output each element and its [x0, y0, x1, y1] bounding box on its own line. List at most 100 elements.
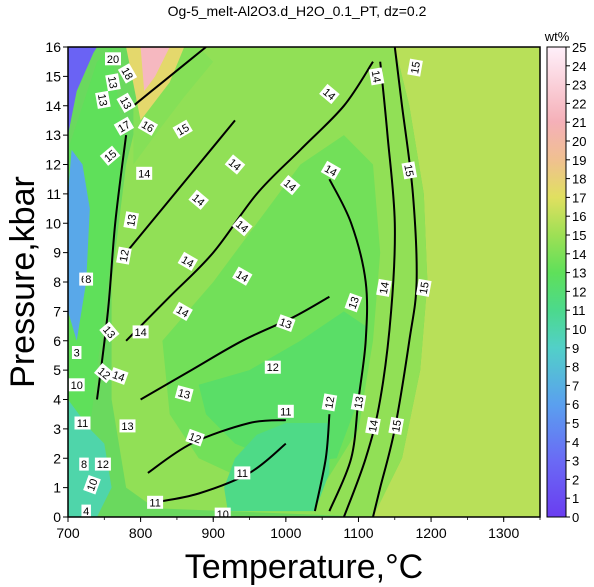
contour-label-41: 16 [137, 116, 159, 136]
y-tick-label: 8 [53, 274, 61, 290]
colorbar-tick-label: 4 [572, 435, 579, 450]
contour-label-text: 11 [280, 406, 291, 418]
x-axis-label: Temperature,°C [185, 548, 423, 586]
y-tick-label: 10 [45, 215, 61, 231]
colorbar-gradient [546, 46, 567, 518]
contour-line-8 [154, 442, 287, 504]
contour-label-box [174, 385, 194, 402]
contour-label-text: 13 [121, 421, 133, 433]
colorbar-tick-label: 9 [572, 341, 579, 356]
contour-label-box [117, 63, 138, 84]
contour-label-box [119, 419, 136, 433]
contour-label-34: 11 [277, 404, 294, 418]
contour-label-box [365, 416, 381, 435]
contour-label-text: 11 [237, 468, 248, 480]
contour-label-text: 13 [278, 316, 294, 331]
plot-area: 1515151515141414141414141414141414141414… [68, 47, 540, 517]
contour-label-text: 14 [322, 163, 339, 180]
contour-label-48: 3 [71, 346, 82, 360]
colorbar-tick-label: 18 [572, 172, 586, 187]
colorbar-unit: wt% [544, 29, 570, 44]
contour-label-33: 12 [94, 457, 111, 471]
contour-label-text: 17 [116, 119, 133, 136]
x-tick-label: 1100 [343, 525, 373, 541]
contour-label-text: 14 [179, 254, 196, 271]
contour-label-box [74, 416, 91, 430]
colorbar-tick-label: 17 [572, 190, 586, 205]
contour-label-box [407, 58, 423, 77]
contour-label-23: 13 [174, 385, 194, 402]
contour-label-22: 13 [276, 314, 296, 332]
contour-label-50: 8 [79, 457, 89, 471]
contour-label-text: 15 [390, 419, 404, 433]
contour-label-box [344, 292, 363, 313]
contour-label-box [350, 393, 367, 412]
contour-label-text: 11 [77, 418, 88, 430]
y-tick-label: 0 [53, 509, 61, 525]
y-tick-label: 14 [45, 98, 61, 114]
colorbar-tick-label: 1 [572, 491, 579, 506]
contour-label-box [388, 416, 404, 435]
colorbar-tick-label: 22 [572, 96, 586, 111]
contour-label-box [95, 90, 111, 109]
contour-label-box [93, 362, 115, 384]
x-tick-label: 1200 [415, 525, 446, 541]
contour-label-box [376, 278, 392, 297]
contour-label-1: 15 [388, 416, 404, 435]
contour-label-text: 10 [85, 477, 100, 493]
contour-label-box [99, 145, 121, 166]
contour-label-text: 14 [369, 69, 383, 83]
contour-label-box [137, 116, 159, 136]
contour-label-text: 13 [117, 95, 134, 112]
contour-label-text: 15 [409, 61, 423, 75]
contour-label-14: 14 [177, 251, 198, 272]
contour-label-text: 13 [125, 213, 139, 227]
contour-label-15: 14 [132, 325, 149, 339]
contour-label-text: 13 [105, 75, 119, 89]
colorbar-tick-label: 0 [572, 510, 579, 525]
contour-label-text: 14 [138, 168, 150, 180]
contour-label-box [232, 266, 253, 286]
contour-label-24: 13 [119, 419, 136, 433]
contour-label-text: 14 [367, 419, 381, 433]
contour-label-box [136, 166, 153, 180]
y-tick-label: 9 [53, 245, 61, 261]
contour-label-6: 14 [365, 416, 381, 435]
contour-label-box [277, 404, 294, 418]
x-tick-label: 700 [56, 525, 80, 541]
contour-label-box [234, 466, 251, 480]
contour-label-box [116, 246, 132, 265]
contour-line-6 [140, 295, 330, 401]
contour-label-43: 18 [117, 63, 138, 84]
contour-label-box [321, 393, 338, 412]
colorbar-tick-label: 25 [572, 40, 586, 55]
contour-label-text: 18 [118, 66, 135, 83]
colorbar-tick-label: 5 [572, 416, 579, 431]
contour-label-text: 13 [353, 395, 367, 409]
y-tick-label: 2 [53, 450, 61, 466]
colorbar: wt% 012345678910111213141516171819202122… [544, 29, 587, 525]
contour-label-13: 14 [172, 301, 193, 322]
colorbar-tick-label: 14 [572, 247, 586, 262]
contour-label-text: 15 [175, 122, 192, 139]
contour-label-17: 14 [136, 166, 153, 180]
contour-label-4: 15 [172, 119, 193, 139]
contour-label-25: 13 [123, 211, 139, 230]
heatmap-regions [68, 47, 540, 517]
contour-label-32: 12 [116, 246, 132, 265]
contour-label-box [319, 83, 340, 105]
contour-label-box [188, 189, 210, 210]
colorbar-tick-label: 19 [572, 153, 586, 168]
contour-line-10 [96, 134, 128, 400]
contour-label-text: 11 [149, 497, 160, 509]
contour-label-text: 20 [107, 54, 119, 66]
heatmap-region-9 [68, 149, 90, 341]
contour-label-box [123, 211, 139, 230]
contour-label-box [109, 367, 129, 385]
contour-label-box [401, 161, 418, 180]
colorbar-tick-label: 6 [572, 397, 579, 412]
y-tick-label: 7 [53, 303, 61, 319]
contour-label-text: 14 [134, 327, 146, 339]
